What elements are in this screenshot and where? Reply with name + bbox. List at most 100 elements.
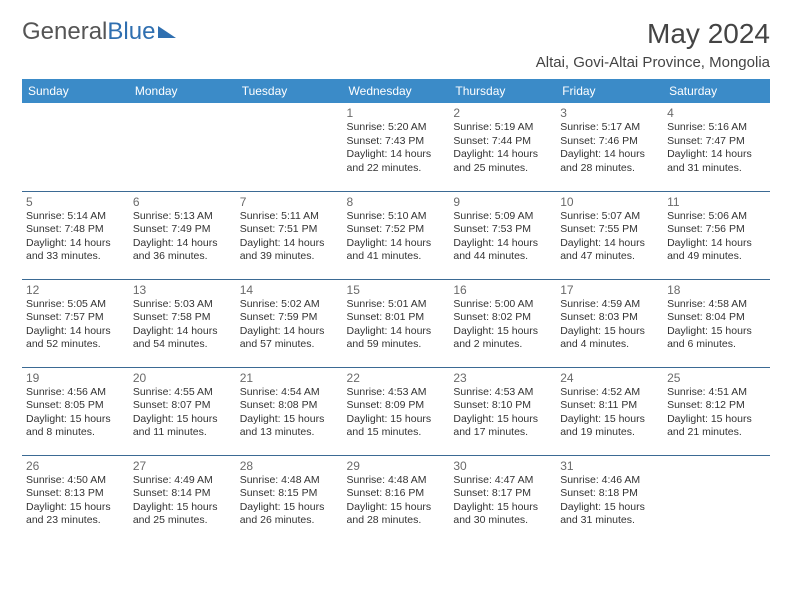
- day-number: 25: [667, 371, 766, 385]
- day-info: Sunrise: 5:16 AMSunset: 7:47 PMDaylight:…: [667, 121, 766, 176]
- day-sunrise: Sunrise: 4:56 AM: [26, 386, 125, 400]
- day-sunset: Sunset: 7:47 PM: [667, 135, 766, 149]
- day-sunrise: Sunrise: 4:49 AM: [133, 474, 232, 488]
- calendar-day-cell: 23Sunrise: 4:53 AMSunset: 8:10 PMDayligh…: [449, 367, 556, 455]
- weekday-header: Wednesday: [343, 79, 450, 103]
- day-info: Sunrise: 5:01 AMSunset: 8:01 PMDaylight:…: [347, 298, 446, 353]
- day-number: 15: [347, 283, 446, 297]
- day-daylight_b: and 26 minutes.: [240, 514, 339, 528]
- weekday-header: Friday: [556, 79, 663, 103]
- calendar-day-cell: 10Sunrise: 5:07 AMSunset: 7:55 PMDayligh…: [556, 191, 663, 279]
- day-sunset: Sunset: 7:52 PM: [347, 223, 446, 237]
- day-daylight_a: Daylight: 14 hours: [453, 237, 552, 251]
- day-daylight_b: and 11 minutes.: [133, 426, 232, 440]
- day-number: 7: [240, 195, 339, 209]
- calendar-day-cell: 15Sunrise: 5:01 AMSunset: 8:01 PMDayligh…: [343, 279, 450, 367]
- day-daylight_a: Daylight: 15 hours: [133, 413, 232, 427]
- day-info: Sunrise: 4:58 AMSunset: 8:04 PMDaylight:…: [667, 298, 766, 353]
- day-daylight_a: Daylight: 14 hours: [560, 148, 659, 162]
- calendar-day-cell: [22, 103, 129, 191]
- day-number: 12: [26, 283, 125, 297]
- day-sunset: Sunset: 8:02 PM: [453, 311, 552, 325]
- day-daylight_b: and 13 minutes.: [240, 426, 339, 440]
- day-sunset: Sunset: 7:46 PM: [560, 135, 659, 149]
- day-sunrise: Sunrise: 5:10 AM: [347, 210, 446, 224]
- day-sunset: Sunset: 7:56 PM: [667, 223, 766, 237]
- day-daylight_b: and 22 minutes.: [347, 162, 446, 176]
- day-daylight_a: Daylight: 14 hours: [240, 325, 339, 339]
- day-sunrise: Sunrise: 5:01 AM: [347, 298, 446, 312]
- day-sunrise: Sunrise: 4:51 AM: [667, 386, 766, 400]
- day-daylight_a: Daylight: 15 hours: [347, 501, 446, 515]
- day-daylight_b: and 25 minutes.: [453, 162, 552, 176]
- day-sunrise: Sunrise: 4:46 AM: [560, 474, 659, 488]
- calendar-day-cell: 11Sunrise: 5:06 AMSunset: 7:56 PMDayligh…: [663, 191, 770, 279]
- day-number: 11: [667, 195, 766, 209]
- day-daylight_b: and 57 minutes.: [240, 338, 339, 352]
- day-daylight_a: Daylight: 14 hours: [347, 237, 446, 251]
- day-sunrise: Sunrise: 4:58 AM: [667, 298, 766, 312]
- day-daylight_a: Daylight: 14 hours: [133, 237, 232, 251]
- calendar-day-cell: 31Sunrise: 4:46 AMSunset: 8:18 PMDayligh…: [556, 455, 663, 543]
- calendar-day-cell: 3Sunrise: 5:17 AMSunset: 7:46 PMDaylight…: [556, 103, 663, 191]
- calendar-day-cell: 22Sunrise: 4:53 AMSunset: 8:09 PMDayligh…: [343, 367, 450, 455]
- day-number: 21: [240, 371, 339, 385]
- day-daylight_b: and 47 minutes.: [560, 250, 659, 264]
- day-info: Sunrise: 4:54 AMSunset: 8:08 PMDaylight:…: [240, 386, 339, 441]
- day-daylight_a: Daylight: 15 hours: [453, 413, 552, 427]
- calendar-day-cell: 21Sunrise: 4:54 AMSunset: 8:08 PMDayligh…: [236, 367, 343, 455]
- day-sunset: Sunset: 8:12 PM: [667, 399, 766, 413]
- day-sunrise: Sunrise: 4:52 AM: [560, 386, 659, 400]
- day-sunrise: Sunrise: 4:48 AM: [240, 474, 339, 488]
- day-number: 4: [667, 106, 766, 120]
- calendar-day-cell: 30Sunrise: 4:47 AMSunset: 8:17 PMDayligh…: [449, 455, 556, 543]
- day-sunset: Sunset: 8:13 PM: [26, 487, 125, 501]
- day-number: 31: [560, 459, 659, 473]
- day-sunset: Sunset: 7:44 PM: [453, 135, 552, 149]
- day-sunrise: Sunrise: 4:50 AM: [26, 474, 125, 488]
- day-sunrise: Sunrise: 4:59 AM: [560, 298, 659, 312]
- day-info: Sunrise: 5:00 AMSunset: 8:02 PMDaylight:…: [453, 298, 552, 353]
- calendar-week-row: 12Sunrise: 5:05 AMSunset: 7:57 PMDayligh…: [22, 279, 770, 367]
- calendar-day-cell: 16Sunrise: 5:00 AMSunset: 8:02 PMDayligh…: [449, 279, 556, 367]
- day-info: Sunrise: 4:56 AMSunset: 8:05 PMDaylight:…: [26, 386, 125, 441]
- day-daylight_b: and 41 minutes.: [347, 250, 446, 264]
- day-info: Sunrise: 4:47 AMSunset: 8:17 PMDaylight:…: [453, 474, 552, 529]
- day-info: Sunrise: 5:02 AMSunset: 7:59 PMDaylight:…: [240, 298, 339, 353]
- day-daylight_a: Daylight: 15 hours: [347, 413, 446, 427]
- day-number: 10: [560, 195, 659, 209]
- day-daylight_a: Daylight: 14 hours: [560, 237, 659, 251]
- day-daylight_a: Daylight: 15 hours: [240, 413, 339, 427]
- day-info: Sunrise: 5:13 AMSunset: 7:49 PMDaylight:…: [133, 210, 232, 265]
- day-sunrise: Sunrise: 5:20 AM: [347, 121, 446, 135]
- calendar-table: Sunday Monday Tuesday Wednesday Thursday…: [22, 79, 770, 543]
- day-daylight_b: and 31 minutes.: [667, 162, 766, 176]
- calendar-day-cell: 20Sunrise: 4:55 AMSunset: 8:07 PMDayligh…: [129, 367, 236, 455]
- calendar-week-row: 1Sunrise: 5:20 AMSunset: 7:43 PMDaylight…: [22, 103, 770, 191]
- day-sunrise: Sunrise: 5:07 AM: [560, 210, 659, 224]
- day-sunrise: Sunrise: 5:02 AM: [240, 298, 339, 312]
- location-text: Altai, Govi-Altai Province, Mongolia: [536, 54, 770, 71]
- day-daylight_b: and 44 minutes.: [453, 250, 552, 264]
- calendar-day-cell: 9Sunrise: 5:09 AMSunset: 7:53 PMDaylight…: [449, 191, 556, 279]
- day-number: 22: [347, 371, 446, 385]
- day-daylight_b: and 28 minutes.: [560, 162, 659, 176]
- day-daylight_a: Daylight: 15 hours: [133, 501, 232, 515]
- day-number: 16: [453, 283, 552, 297]
- day-number: 13: [133, 283, 232, 297]
- day-daylight_b: and 2 minutes.: [453, 338, 552, 352]
- day-number: 26: [26, 459, 125, 473]
- day-info: Sunrise: 4:48 AMSunset: 8:15 PMDaylight:…: [240, 474, 339, 529]
- day-number: 24: [560, 371, 659, 385]
- day-number: 30: [453, 459, 552, 473]
- weekday-header: Thursday: [449, 79, 556, 103]
- day-number: 18: [667, 283, 766, 297]
- day-daylight_b: and 8 minutes.: [26, 426, 125, 440]
- calendar-day-cell: 24Sunrise: 4:52 AMSunset: 8:11 PMDayligh…: [556, 367, 663, 455]
- day-daylight_b: and 39 minutes.: [240, 250, 339, 264]
- day-daylight_b: and 31 minutes.: [560, 514, 659, 528]
- day-info: Sunrise: 5:19 AMSunset: 7:44 PMDaylight:…: [453, 121, 552, 176]
- day-daylight_a: Daylight: 15 hours: [667, 413, 766, 427]
- calendar-day-cell: 26Sunrise: 4:50 AMSunset: 8:13 PMDayligh…: [22, 455, 129, 543]
- day-sunrise: Sunrise: 5:03 AM: [133, 298, 232, 312]
